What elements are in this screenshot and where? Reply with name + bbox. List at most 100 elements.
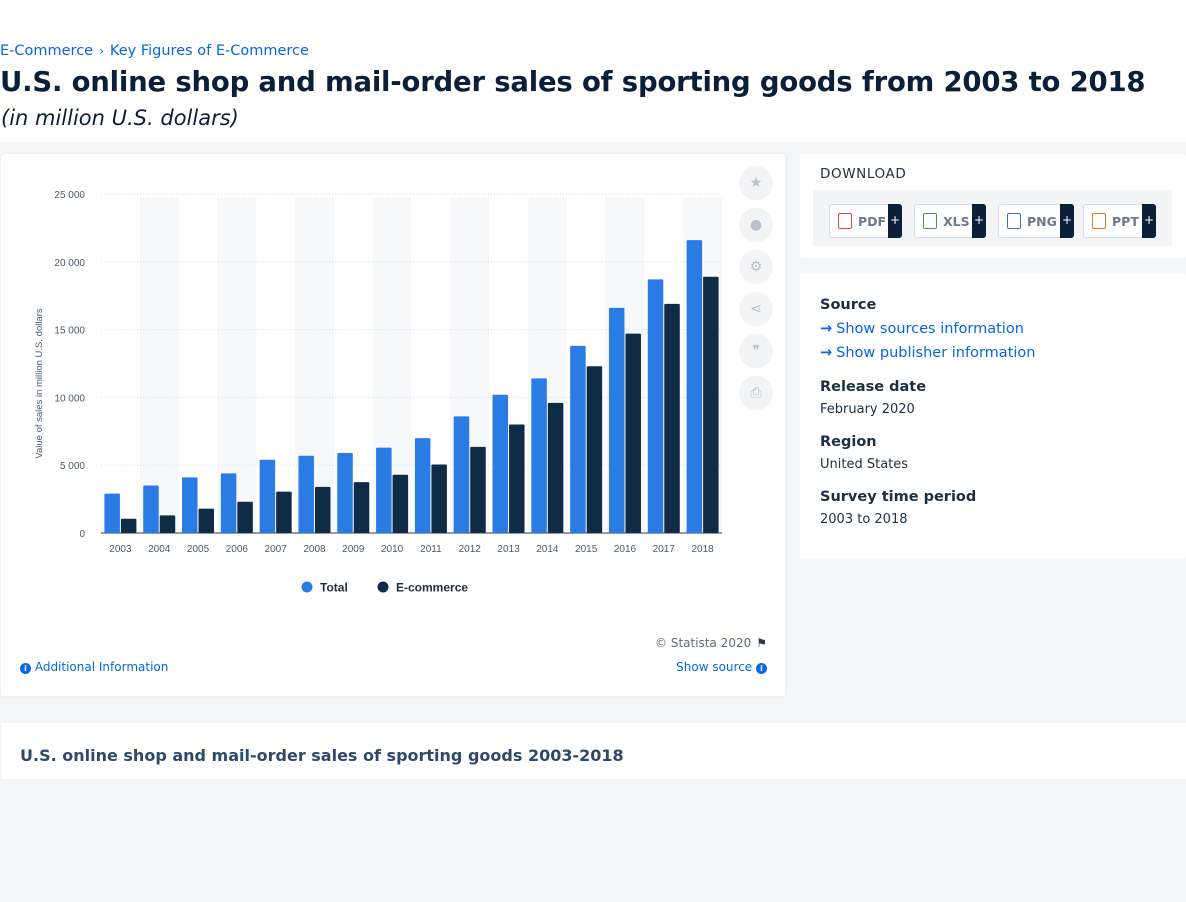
arrow-right-icon: → (820, 321, 833, 337)
bar-total-2013 (492, 394, 509, 533)
bar-e-commerce-2013 (509, 424, 525, 533)
x-tick-label: 2009 (342, 544, 365, 555)
column-band (139, 198, 179, 533)
bar-total-2006 (220, 473, 237, 533)
x-tick-label: 2008 (303, 544, 326, 555)
description-title: U.S. online shop and mail-order sales of… (20, 746, 624, 765)
download-png-button[interactable]: PNG + (998, 204, 1074, 238)
bar-e-commerce-2003 (120, 518, 137, 533)
bar-chart: 0 5 000 10 000 15 000 20 000 25 000 Value of s… (34, 190, 722, 595)
show-sources-link[interactable]: → Show sources information (820, 321, 1024, 337)
legend-label: E-commerce (396, 581, 468, 595)
release-date-value: February 2020 (820, 402, 915, 417)
xls-file-icon (923, 213, 937, 229)
statistic-details-panel: Source → Show sources information → Show p… (800, 273, 1186, 559)
y-tick-label: 5 000 (60, 461, 85, 472)
plus-icon: + (888, 204, 902, 238)
legend-label: Total (320, 581, 348, 595)
x-tick-label: 2014 (536, 544, 559, 555)
copyright: © Statista 2020 ⚑ (655, 636, 767, 650)
breadcrumb-separator: › (99, 44, 104, 58)
info-icon: i (756, 663, 767, 674)
bar-total-2005 (182, 477, 198, 533)
x-tick-label: 2017 (653, 544, 676, 555)
bar-total-2016 (608, 307, 625, 533)
x-tick-label: 2005 (187, 544, 210, 555)
x-tick-label: 2011 (420, 544, 442, 555)
show-publisher-link[interactable]: → Show publisher information (820, 345, 1036, 361)
x-tick-label: 2007 (265, 544, 288, 555)
bar-e-commerce-2008 (314, 486, 331, 533)
png-file-icon (1007, 213, 1021, 229)
chart-card: 0 5 000 10 000 15 000 20 000 25 000 Value of s… (1, 154, 785, 696)
breadcrumb-item-key-figures[interactable]: Key Figures of E-Commerce (109, 43, 309, 59)
release-date-heading: Release date (820, 379, 927, 395)
bar-e-commerce-2011 (431, 464, 447, 533)
y-axis-title: Value of sales in million U.S. dollars (34, 308, 45, 459)
y-tick-label: 25 000 (54, 190, 85, 201)
arrow-right-icon: → (820, 345, 833, 361)
additional-information-link[interactable]: i Additional Information (20, 660, 168, 674)
download-bar: PDF + XLS + PNG + PPT + (813, 190, 1172, 246)
bar-e-commerce-2017 (664, 303, 680, 533)
pdf-file-icon (838, 213, 852, 229)
survey-period-value: 2003 to 2018 (820, 512, 908, 527)
y-tick-label: 0 (79, 529, 85, 540)
bar-total-2011 (414, 438, 431, 533)
bar-total-2014 (531, 378, 547, 533)
x-tick-label: 2016 (614, 544, 637, 555)
y-tick-label: 20 000 (54, 258, 85, 269)
quote-icon[interactable]: ❞ (739, 334, 773, 368)
plus-icon: + (1142, 204, 1156, 238)
gear-icon[interactable]: ⚙ (739, 250, 773, 284)
bar-e-commerce-2015 (586, 366, 603, 533)
bar-e-commerce-2012 (470, 446, 486, 533)
print-icon[interactable]: ⎙ (739, 376, 773, 410)
bar-total-2003 (104, 493, 120, 533)
description-card: U.S. online shop and mail-order sales of… (1, 723, 1186, 779)
breadcrumb: E-Commerce › Key Figures of E-Commerce (0, 43, 309, 59)
region-heading: Region (820, 434, 877, 450)
bar-e-commerce-2018 (703, 276, 719, 533)
plus-icon: + (1060, 204, 1074, 238)
show-source-link[interactable]: Show source i (676, 660, 767, 674)
survey-period-heading: Survey time period (820, 489, 977, 505)
bar-total-2017 (647, 279, 664, 533)
x-tick-label: 2004 (148, 544, 171, 555)
bar-total-2009 (337, 452, 353, 533)
region-value: United States (820, 457, 909, 472)
source-heading: Source (820, 297, 877, 313)
star-icon[interactable]: ★ (739, 166, 773, 200)
y-tick-label: 15 000 (54, 326, 85, 337)
page-header: E-Commerce › Key Figures of E-Commerce U.S… (0, 0, 1186, 142)
share-icon[interactable]: ⋖ (739, 292, 773, 326)
bar-e-commerce-2007 (276, 491, 292, 533)
bar-total-2012 (453, 416, 470, 533)
bar-e-commerce-2009 (353, 482, 370, 533)
bar-e-commerce-2016 (625, 333, 641, 533)
x-tick-label: 2006 (226, 544, 249, 555)
info-icon: i (20, 663, 31, 674)
legend-marker (301, 581, 313, 593)
x-tick-label: 2018 (691, 544, 714, 555)
breadcrumb-item-ecommerce[interactable]: E-Commerce (0, 43, 94, 59)
x-tick-label: 2015 (575, 544, 598, 555)
bar-total-2004 (143, 485, 159, 533)
download-title: DOWNLOAD (820, 166, 907, 182)
download-xls-button[interactable]: XLS + (914, 204, 986, 238)
bar-total-2008 (298, 455, 314, 533)
page-subtitle: (in million U.S. dollars) (1, 106, 239, 130)
bar-e-commerce-2004 (159, 515, 176, 533)
bar-e-commerce-2006 (237, 501, 253, 533)
download-pdf-button[interactable]: PDF + (829, 204, 902, 238)
bell-icon[interactable]: ● (739, 208, 773, 242)
bar-e-commerce-2010 (392, 474, 409, 533)
bar-e-commerce-2005 (198, 508, 215, 533)
bar-total-2010 (376, 447, 392, 533)
download-ppt-button[interactable]: PPT + (1083, 204, 1156, 238)
download-panel: DOWNLOAD PDF + XLS + PNG + PPT + (800, 154, 1186, 258)
y-tick-label: 10 000 (54, 393, 85, 404)
plus-icon: + (972, 204, 986, 238)
flag-icon[interactable]: ⚑ (756, 636, 767, 650)
x-tick-label: 2012 (459, 544, 482, 555)
